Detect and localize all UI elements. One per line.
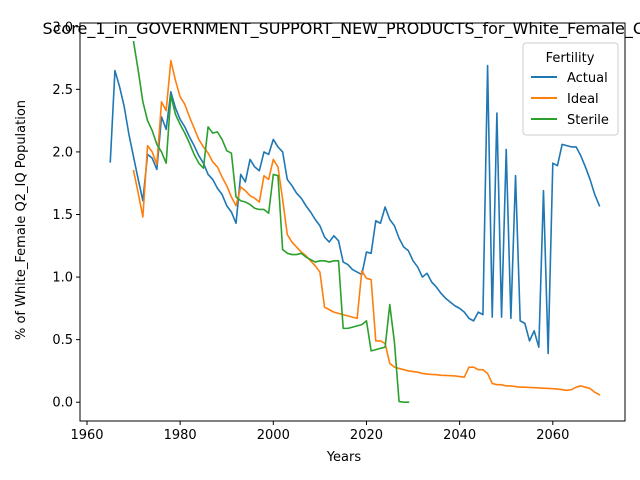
y-tick-label: 0.0 xyxy=(52,396,73,411)
y-tick-label: 2.5 xyxy=(52,83,73,98)
plot-area xyxy=(109,40,601,404)
y-tick-label: 0.5 xyxy=(52,333,73,348)
series-line-ideal xyxy=(132,59,601,396)
legend-title: Fertility xyxy=(546,51,595,66)
legend-label-sterile: Sterile xyxy=(567,113,609,128)
series-line-sterile xyxy=(132,40,410,404)
series-line-actual xyxy=(109,64,601,355)
legend: Fertility Actual Ideal Sterile xyxy=(522,42,619,136)
x-tick-label: 2040 xyxy=(443,428,476,443)
y-tick-label: 3.0 xyxy=(52,20,73,35)
y-axis-label: % of White_Female Q2_IQ Population xyxy=(14,100,29,340)
y-tick-label: 1.0 xyxy=(52,271,73,286)
x-tick-label: 2060 xyxy=(536,428,569,443)
x-axis-label: Years xyxy=(326,450,362,465)
chart-title: Score_1_in_GOVERNMENT_SUPPORT_NEW_PRODUC… xyxy=(43,19,640,39)
y-tick-label: 2.0 xyxy=(52,145,73,160)
legend-label-actual: Actual xyxy=(567,71,608,86)
x-tick-label: 2020 xyxy=(350,428,383,443)
x-tick-label: 1960 xyxy=(70,428,103,443)
plot-frame xyxy=(79,22,626,422)
x-tick-label: 2000 xyxy=(257,428,290,443)
axes: 1960 1980 2000 2020 2040 2060 0.0 0.5 1.0 1.5 2.0 2… xyxy=(52,20,626,443)
x-tick-label: 1980 xyxy=(164,428,197,443)
y-tick-label: 1.5 xyxy=(52,208,73,223)
legend-label-ideal: Ideal xyxy=(567,92,599,107)
legend-box xyxy=(522,42,619,136)
